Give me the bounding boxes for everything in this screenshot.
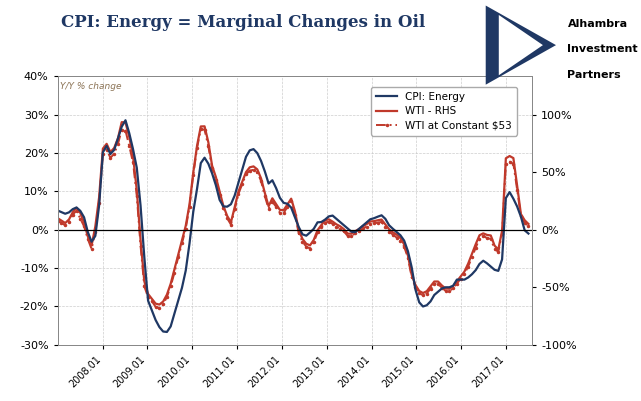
Legend: CPI: Energy, WTI - RHS, WTI at Constant $53: CPI: Energy, WTI - RHS, WTI at Constant … xyxy=(371,87,517,136)
Text: Alhambra: Alhambra xyxy=(567,19,628,29)
Polygon shape xyxy=(499,15,543,75)
Text: Partners: Partners xyxy=(567,70,621,80)
Text: Investment: Investment xyxy=(567,44,638,54)
Text: Y/Y % change: Y/Y % change xyxy=(60,81,122,91)
Polygon shape xyxy=(486,6,556,85)
Text: CPI: Energy = Marginal Changes in Oil: CPI: Energy = Marginal Changes in Oil xyxy=(62,14,426,31)
